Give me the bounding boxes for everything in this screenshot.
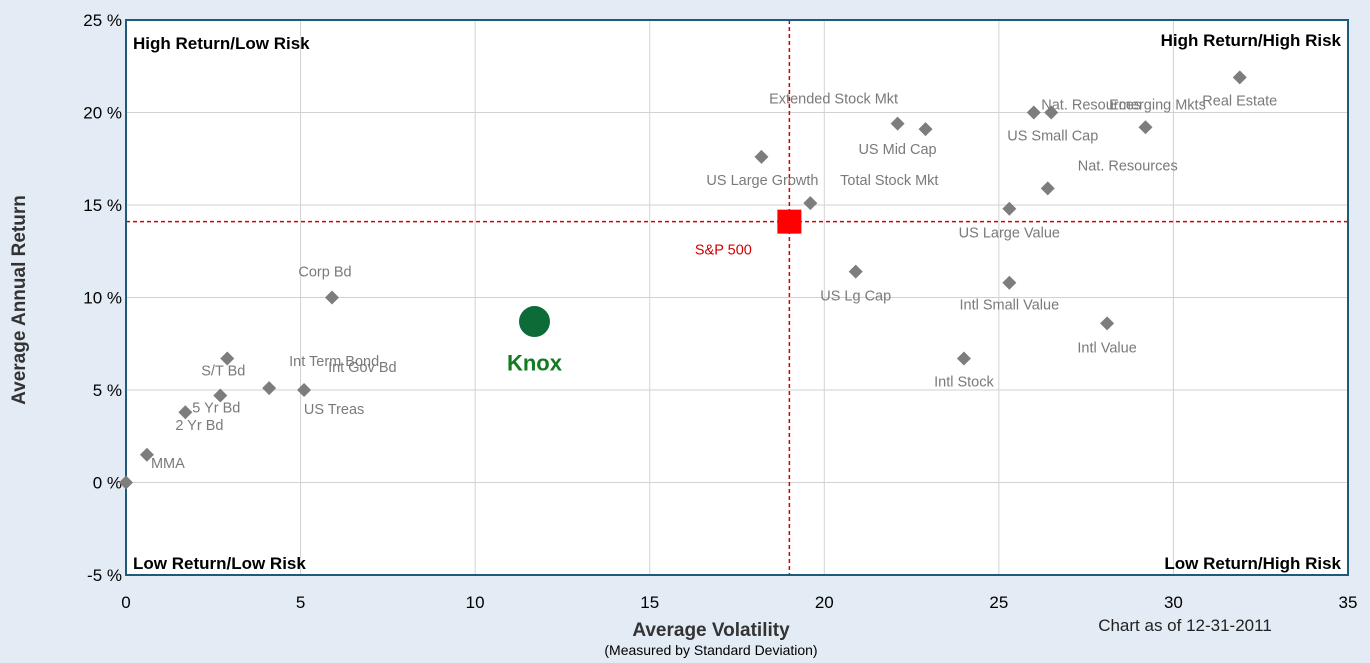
- asset-label: US Large Growth: [706, 173, 818, 189]
- x-axis-subtitle: (Measured by Standard Deviation): [604, 642, 817, 658]
- benchmark-label: S&P 500: [695, 243, 752, 259]
- highlight-label: Knox: [507, 351, 563, 376]
- asset-label: MMA: [151, 456, 185, 472]
- asset-marker: [262, 381, 277, 396]
- y-tick-label: 20 %: [83, 104, 122, 123]
- asset-marker: [178, 405, 193, 420]
- y-tick-label: 10 %: [83, 289, 122, 308]
- asset-marker: [119, 475, 133, 490]
- asset-marker: [1002, 201, 1017, 216]
- asset-label: Nat. Resources: [1078, 158, 1178, 174]
- quadrant-label-top-right: High Return/High Risk: [1161, 31, 1342, 50]
- asset-label: 5 Yr Bd: [192, 401, 240, 417]
- asset-marker: [1232, 70, 1247, 85]
- asset-label: Int Term Bond: [289, 354, 379, 370]
- y-tick-label: 15 %: [83, 196, 122, 215]
- asset-marker: [754, 149, 769, 164]
- asset-label: US Small Cap: [1007, 129, 1098, 145]
- x-tick-label: 20: [815, 593, 834, 612]
- x-tick-label: 0: [121, 593, 130, 612]
- quadrant-label-top-left: High Return/Low Risk: [133, 34, 310, 53]
- asset-label: Intl Small Value: [959, 298, 1059, 314]
- highlight-markers: Knox S&P 500: [507, 209, 802, 376]
- asset-marker: [297, 383, 312, 397]
- x-tick-label: 15: [640, 593, 659, 612]
- asset-label: S/T Bd: [201, 364, 245, 380]
- x-tick-label: 35: [1339, 593, 1358, 612]
- x-tick-label: 10: [466, 593, 485, 612]
- y-tick-label: 5 %: [93, 381, 122, 400]
- asset-label: Intl Value: [1077, 340, 1136, 356]
- reference-lines: [126, 20, 1348, 575]
- asset-label: Intl Stock: [934, 375, 994, 391]
- asset-label: Total Stock Mkt: [840, 173, 938, 189]
- quadrant-label-bottom-right: Low Return/High Risk: [1164, 554, 1341, 573]
- highlight-marker: [518, 306, 550, 338]
- asset-label: Emerging Mkts: [1109, 97, 1206, 113]
- asset-marker: [220, 351, 235, 366]
- quadrant-label-bottom-left: Low Return/Low Risk: [133, 554, 306, 573]
- asset-marker: [848, 264, 863, 279]
- asset-label: Corp Bd: [298, 265, 351, 281]
- asset-marker: [956, 351, 971, 366]
- y-tick-label: 25 %: [83, 11, 122, 30]
- asset-labels: MMA 2 Yr Bd5 Yr Bd S/T Bd Int Term BondInt …: [151, 92, 1277, 472]
- asset-points: [119, 70, 1247, 490]
- asset-label: Real Estate: [1202, 93, 1277, 109]
- asset-label: Int Gov Bd: [328, 360, 397, 376]
- x-axis-ticks: 0 5 10 15 20 25 30 35: [121, 593, 1357, 612]
- as-of-date-note: Chart as of 12-31-2011: [1098, 616, 1272, 635]
- asset-marker: [213, 388, 228, 403]
- asset-label: US Large Value: [959, 226, 1060, 242]
- asset-marker: [1002, 275, 1017, 290]
- asset-marker: [1044, 105, 1059, 120]
- asset-label: US Lg Cap: [820, 289, 891, 305]
- asset-marker: [1026, 105, 1041, 120]
- plot-frame: [125, 19, 1349, 576]
- x-tick-label: 5: [296, 593, 305, 612]
- x-tick-label: 30: [1164, 593, 1183, 612]
- benchmark-marker: [777, 209, 802, 234]
- asset-marker: [918, 122, 933, 137]
- asset-marker: [803, 196, 818, 211]
- asset-label: 2 Yr Bd: [175, 418, 223, 434]
- y-tick-label: -5 %: [87, 566, 122, 585]
- y-axis-title: Average Annual Return: [9, 195, 30, 405]
- y-tick-label: 0 %: [93, 474, 122, 493]
- asset-marker: [139, 447, 154, 462]
- asset-label: Nat. Resources: [1041, 98, 1141, 114]
- asset-label: US Treas: [304, 402, 364, 418]
- x-axis-title: Average Volatility: [632, 620, 790, 641]
- asset-label: Extended Stock Mkt: [769, 92, 898, 108]
- asset-marker: [1138, 120, 1153, 135]
- asset-label: US Mid Cap: [858, 142, 936, 158]
- asset-marker: [1040, 181, 1055, 196]
- asset-marker: [890, 116, 905, 131]
- y-axis-ticks: -5 % 0 % 5 % 10 % 15 % 20 % 25 %: [83, 11, 122, 585]
- asset-marker: [324, 290, 339, 305]
- x-tick-label: 25: [989, 593, 1008, 612]
- asset-marker: [1100, 316, 1115, 331]
